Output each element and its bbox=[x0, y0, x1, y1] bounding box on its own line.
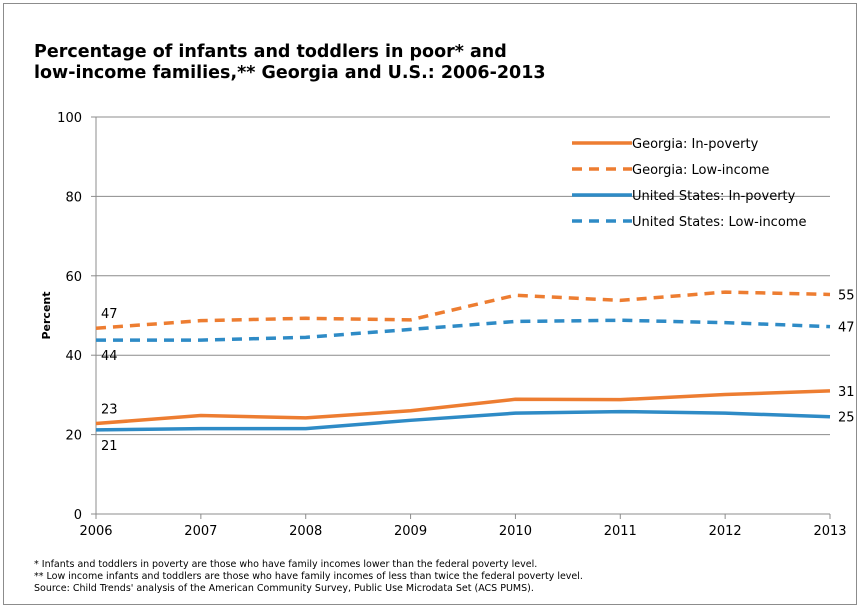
y-tick-label-40: 40 bbox=[65, 349, 82, 364]
legend-label-2: United States: In-poverty bbox=[632, 189, 796, 204]
x-tick-labels: 2006 2007 2008 2009 2010 2011 2012 2013 bbox=[79, 524, 846, 539]
series-line-2 bbox=[95, 409, 831, 432]
footnote-poverty: * Infants and toddlers in poverty are th… bbox=[34, 559, 538, 570]
y-tick-label-80: 80 bbox=[65, 190, 82, 205]
data-label-2: 23 bbox=[101, 402, 118, 417]
series-line-3 bbox=[96, 318, 831, 342]
chart-title-line-1: Percentage of infants and toddlers in po… bbox=[34, 42, 507, 62]
chart-title-line-2: low-income families,** Georgia and U.S.:… bbox=[34, 63, 546, 83]
data-label-3: 21 bbox=[101, 439, 118, 454]
x-tick-label-2011: 2011 bbox=[604, 524, 637, 539]
x-tick-label-2006: 2006 bbox=[79, 524, 112, 539]
x-tick-label-2007: 2007 bbox=[184, 524, 217, 539]
x-tick-label-2012: 2012 bbox=[709, 524, 742, 539]
x-tick-label-2008: 2008 bbox=[289, 524, 322, 539]
x-tick-label-2009: 2009 bbox=[394, 524, 427, 539]
footnotes: * Infants and toddlers in poverty are th… bbox=[34, 559, 834, 595]
footnote-low-income: ** Low income infants and toddlers are t… bbox=[34, 571, 583, 582]
y-tick-label-20: 20 bbox=[65, 429, 82, 444]
chart-frame bbox=[3, 3, 857, 605]
data-label-0: 47 bbox=[101, 307, 118, 322]
y-tick-label-60: 60 bbox=[65, 270, 82, 285]
data-labels: 47 44 23 21 55 47 31 25 bbox=[101, 288, 855, 453]
series-line-0 bbox=[95, 389, 831, 426]
y-tick-label-0: 0 bbox=[74, 508, 82, 523]
series-line-1 bbox=[95, 290, 831, 330]
y-tick-label-100: 100 bbox=[57, 111, 82, 126]
data-label-4: 55 bbox=[838, 288, 855, 303]
data-label-6: 31 bbox=[838, 385, 855, 400]
data-label-1: 44 bbox=[101, 349, 118, 364]
axes bbox=[91, 116, 831, 519]
legend-label-1: Georgia: Low-income bbox=[632, 163, 769, 178]
x-tick-label-2010: 2010 bbox=[499, 524, 532, 539]
y-tick-labels: 0 20 40 60 80 100 bbox=[57, 111, 82, 523]
data-label-5: 47 bbox=[838, 321, 855, 336]
legend-label-0: Georgia: In-poverty bbox=[632, 137, 759, 152]
series-lines bbox=[95, 290, 831, 432]
footnote-source: Source: Child Trends' analysis of the Am… bbox=[34, 583, 534, 594]
gridlines bbox=[96, 116, 830, 436]
y-axis-label: Percent bbox=[40, 291, 53, 339]
legend-label-3: United States: Low-income bbox=[632, 215, 806, 230]
chart-title: Percentage of infants and toddlers in po… bbox=[34, 42, 734, 84]
x-tick-label-2013: 2013 bbox=[813, 524, 846, 539]
legend: Georgia: In-poverty Georgia: Low-income Un… bbox=[572, 137, 806, 230]
data-label-7: 25 bbox=[838, 411, 855, 426]
